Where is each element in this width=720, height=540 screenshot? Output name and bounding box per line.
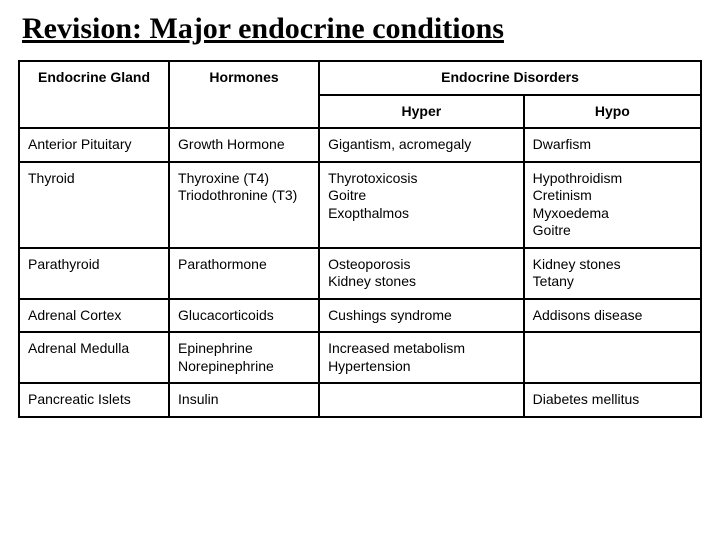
cell-gland: Thyroid: [19, 162, 169, 248]
header-hyper: Hyper: [319, 95, 524, 129]
cell-hormones: Insulin: [169, 383, 319, 417]
table-row: Parathyroid Parathormone OsteoporosisKid…: [19, 248, 701, 299]
cell-hormones: Parathormone: [169, 248, 319, 299]
cell-hyper: OsteoporosisKidney stones: [319, 248, 524, 299]
cell-hypo: Addisons disease: [524, 299, 701, 333]
cell-hypo: HypothroidismCretinismMyxoedemaGoitre: [524, 162, 701, 248]
cell-hyper: Increased metabolismHypertension: [319, 332, 524, 383]
page-title: Revision: Major endocrine conditions: [22, 12, 702, 46]
table-body: Anterior Pituitary Growth Hormone Gigant…: [19, 128, 701, 417]
cell-hypo: Kidney stonesTetany: [524, 248, 701, 299]
table-row: Adrenal Medulla EpinephrineNorepinephrin…: [19, 332, 701, 383]
cell-hypo: Dwarfism: [524, 128, 701, 162]
header-disorders: Endocrine Disorders: [319, 61, 701, 95]
table-row: Pancreatic Islets Insulin Diabetes melli…: [19, 383, 701, 417]
cell-hormones: Glucacorticoids: [169, 299, 319, 333]
header-hypo: Hypo: [524, 95, 701, 129]
table-header-row-1: Endocrine Gland Hormones Endocrine Disor…: [19, 61, 701, 95]
cell-gland: Anterior Pituitary: [19, 128, 169, 162]
cell-hormones: EpinephrineNorepinephrine: [169, 332, 319, 383]
header-gland: Endocrine Gland: [19, 61, 169, 128]
cell-hormones: Growth Hormone: [169, 128, 319, 162]
table-row: Anterior Pituitary Growth Hormone Gigant…: [19, 128, 701, 162]
table-row: Thyroid Thyroxine (T4)Triodothronine (T3…: [19, 162, 701, 248]
cell-gland: Parathyroid: [19, 248, 169, 299]
cell-gland: Adrenal Medulla: [19, 332, 169, 383]
cell-hyper: [319, 383, 524, 417]
cell-gland: Adrenal Cortex: [19, 299, 169, 333]
header-hormones: Hormones: [169, 61, 319, 128]
table-row: Adrenal Cortex Glucacorticoids Cushings …: [19, 299, 701, 333]
cell-hypo: Diabetes mellitus: [524, 383, 701, 417]
cell-hyper: ThyrotoxicosisGoitreExopthalmos: [319, 162, 524, 248]
cell-hyper: Gigantism, acromegaly: [319, 128, 524, 162]
cell-gland: Pancreatic Islets: [19, 383, 169, 417]
cell-hormones: Thyroxine (T4)Triodothronine (T3): [169, 162, 319, 248]
cell-hypo: [524, 332, 701, 383]
endocrine-table: Endocrine Gland Hormones Endocrine Disor…: [18, 60, 702, 418]
cell-hyper: Cushings syndrome: [319, 299, 524, 333]
